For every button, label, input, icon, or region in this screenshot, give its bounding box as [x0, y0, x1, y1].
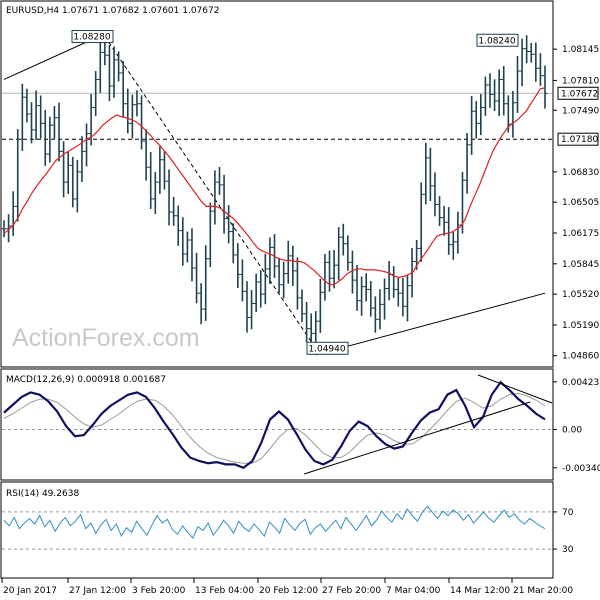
- trendline: [315, 292, 546, 356]
- macd-title: MACD(12,26,9) 0.000918 0.001687: [6, 375, 166, 385]
- y-tick-label: 1.08145: [562, 45, 599, 55]
- y-tick-label: 70: [562, 508, 574, 518]
- x-tick-label: 27 Jan 12:00: [69, 586, 126, 596]
- annotation-box: [71, 30, 114, 44]
- price-tag-box: [557, 86, 599, 100]
- y-tick-label: 1.06505: [562, 198, 599, 208]
- price-tag: 1.07672: [557, 86, 599, 100]
- annotation-text: 1.08280: [73, 33, 110, 43]
- price-panel: ActionForex.com EURUSD,H4 1.07671 1.0768…: [0, 0, 599, 368]
- x-tick-label: 14 Mar 12:00: [450, 586, 510, 596]
- x-tick-label: 21 Mar 20:00: [513, 586, 573, 596]
- y-tick-label: 1.05190: [562, 321, 599, 331]
- date-axis: 20 Jan 2017 27 Jan 12:00 3 Feb 20:00 13 Feb…: [1, 578, 573, 596]
- rsi-panel: RSI(14) 49.2638 70 30: [0, 481, 574, 579]
- y-tick-label: 1.07490: [562, 106, 599, 116]
- y-tick-label: 1.05845: [562, 260, 599, 270]
- macd-trendline: [477, 374, 553, 404]
- y-tick-label: 30: [562, 545, 574, 555]
- y-tick-label: 1.06175: [562, 229, 599, 239]
- price-tag-box: [557, 132, 599, 146]
- macd-trendline: [303, 401, 531, 475]
- x-tick-label: 20 Jan 2017: [3, 586, 57, 596]
- y-tick-label: 1.07810: [562, 76, 599, 86]
- price-title: EURUSD,H4 1.07671 1.07682 1.07601 1.0767…: [6, 6, 219, 16]
- x-tick-label: 3 Feb 20:00: [132, 586, 186, 596]
- y-tick-label: 1.06830: [562, 168, 599, 178]
- annotation-label: 1.08280: [71, 30, 114, 44]
- y-tick-label: 1.05520: [562, 290, 599, 300]
- price-tag: 1.07180: [557, 132, 599, 146]
- annotation-box: [476, 33, 519, 47]
- y-tick-label: 0.004238: [562, 378, 600, 388]
- watermark: ActionForex.com: [12, 324, 200, 352]
- annotation-box: [306, 341, 349, 355]
- rsi-line: [3, 505, 546, 539]
- annotation-text: 1.08240: [478, 36, 515, 46]
- annotation-text: 1.04940: [308, 344, 345, 354]
- rsi-title: RSI(14) 49.2638: [6, 489, 79, 499]
- macd-line: [3, 380, 546, 469]
- macd-signal-line: [3, 392, 546, 464]
- y-tick-label: 0.00: [562, 426, 582, 436]
- x-tick-label: 13 Feb 04:00: [195, 586, 254, 596]
- x-tick-label: 27 Feb 20:00: [322, 586, 381, 596]
- price-tag-text: 1.07180: [561, 135, 598, 145]
- annotation-label: 1.08240: [476, 33, 519, 47]
- macd-panel: MACD(12,26,9) 0.000918 0.001687 0.004238…: [0, 368, 600, 481]
- x-tick-label: 20 Feb 12:00: [259, 586, 318, 596]
- y-tick-label: -0.003404: [562, 464, 600, 474]
- x-tick-label: 7 Mar 04:00: [386, 586, 441, 596]
- annotation-label: 1.04940: [306, 341, 349, 355]
- y-tick-label: 1.04860: [562, 352, 599, 362]
- moving-average-line: [3, 87, 546, 286]
- price-tag-text: 1.07672: [561, 89, 598, 99]
